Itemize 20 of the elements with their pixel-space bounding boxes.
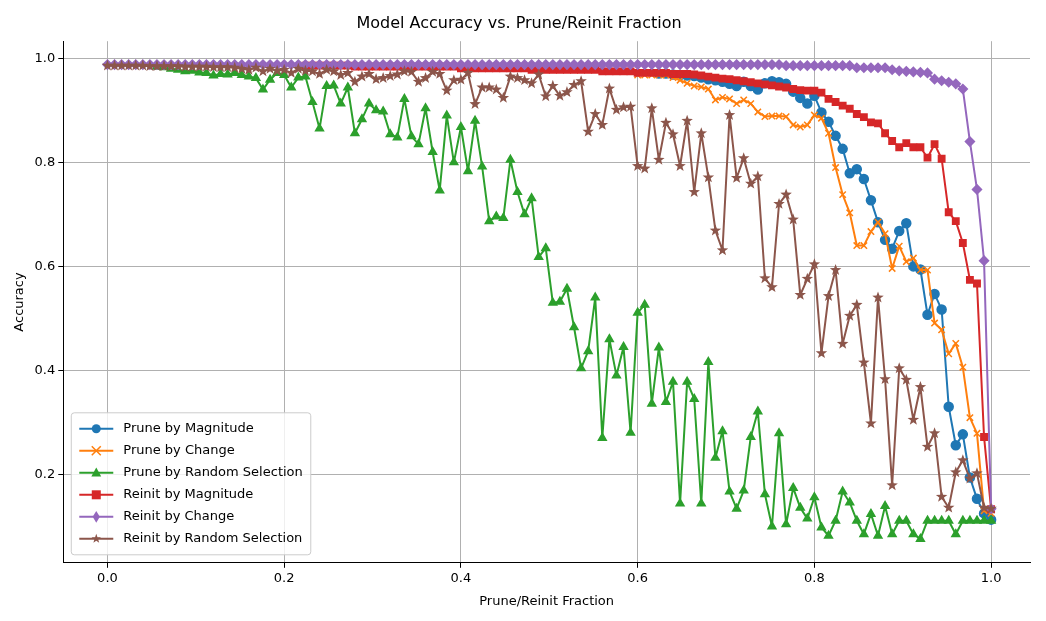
legend-label: Prune by Change: [123, 442, 235, 458]
y-tick-label: 0.2: [34, 465, 56, 481]
x-tick-label: 0.8: [804, 569, 825, 585]
x-tick-label: 0.0: [97, 569, 118, 585]
x-tick-label: 0.2: [273, 569, 295, 585]
x-axis-title: Prune/Reinit Fraction: [479, 592, 615, 608]
x-tick-label: 0.4: [450, 569, 472, 585]
legend-label: Reinit by Magnitude: [123, 486, 254, 502]
y-axis-title: Accuracy: [11, 272, 27, 332]
y-tick-label: 0.4: [34, 361, 56, 377]
y-tick-label: 1.0: [34, 49, 56, 65]
y-tick-label: 0.8: [34, 153, 56, 169]
legend-label: Prune by Magnitude: [123, 420, 254, 436]
x-tick-label: 0.6: [627, 569, 648, 585]
legend-label: Prune by Random Selection: [123, 464, 303, 480]
legend-label: Reinit by Random Selection: [123, 530, 303, 546]
chart-title: Model Accuracy vs. Prune/Reinit Fraction: [356, 12, 682, 32]
y-tick-label: 0.6: [34, 257, 56, 273]
legend-label: Reinit by Change: [123, 508, 235, 524]
x-tick-label: 1.0: [980, 569, 1002, 585]
